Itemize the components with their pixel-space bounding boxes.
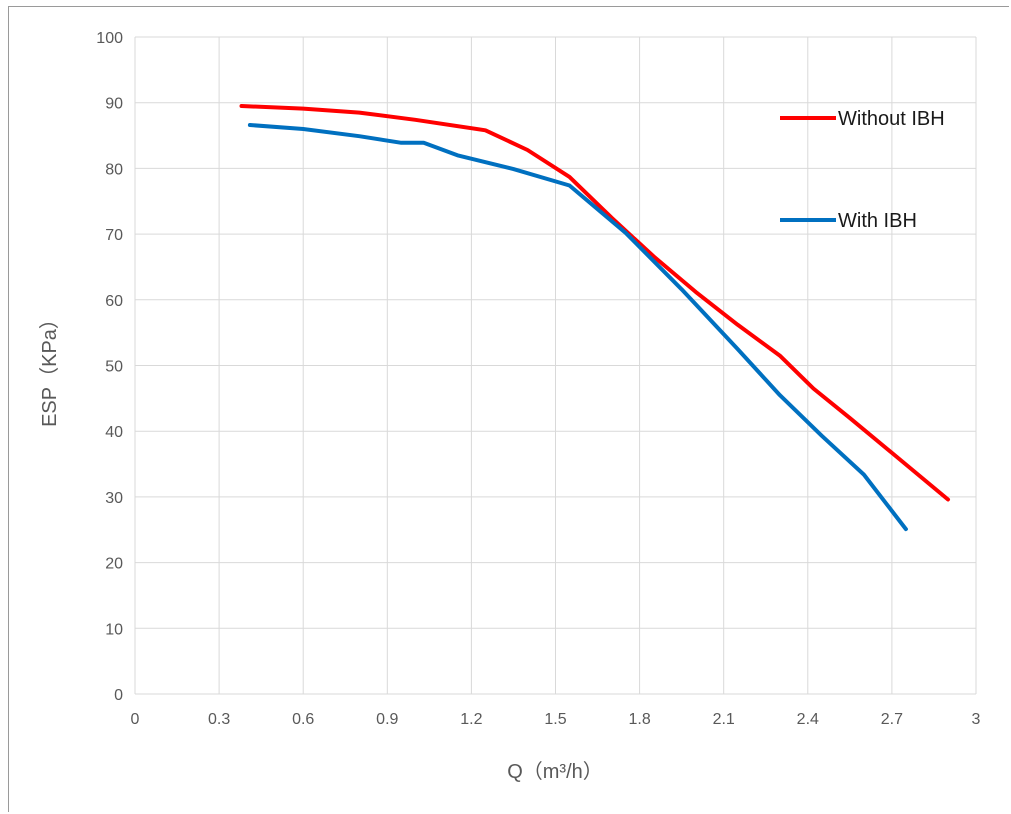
y-tick-label: 50 xyxy=(105,359,123,376)
x-tick-label: 0 xyxy=(131,711,140,728)
y-tick-label: 60 xyxy=(105,293,123,310)
y-tick-label: 90 xyxy=(105,96,123,113)
y-tick-label: 0 xyxy=(114,687,123,704)
x-tick-label: 1.2 xyxy=(460,711,482,728)
legend-label: With IBH xyxy=(838,210,917,232)
y-axis-title: ESP（KPa） xyxy=(38,309,61,427)
y-tick-label: 20 xyxy=(105,556,123,573)
y-axis-ticks: 0 10 20 30 40 50 60 70 80 90 100 xyxy=(96,30,123,704)
x-tick-label: 1.8 xyxy=(628,711,650,728)
x-tick-label: 1.5 xyxy=(544,711,566,728)
series-line-without-ibh xyxy=(239,104,950,502)
x-tick-label: 2.7 xyxy=(881,711,903,728)
y-tick-label: 30 xyxy=(105,490,123,507)
x-tick-label: 0.6 xyxy=(292,711,314,728)
x-axis-ticks: 0 0.3 0.6 0.9 1.2 1.5 1.8 2.1 2.4 2.7 3 xyxy=(131,711,981,728)
x-tick-label: 0.3 xyxy=(208,711,230,728)
x-tick-label: 2.4 xyxy=(797,711,819,728)
y-tick-label: 80 xyxy=(105,161,123,178)
grid-lines xyxy=(134,36,977,695)
series-line-with-ibh xyxy=(247,123,908,532)
x-tick-label: 3 xyxy=(972,711,981,728)
legend-label: Without IBH xyxy=(838,108,945,130)
x-axis-title: Q（m³/h） xyxy=(507,760,603,783)
x-tick-label: 2.1 xyxy=(713,711,735,728)
y-tick-label: 40 xyxy=(105,424,123,441)
legend: Without IBH With IBH xyxy=(780,108,945,232)
chart-frame xyxy=(8,6,1009,812)
y-tick-label: 70 xyxy=(105,227,123,244)
x-tick-label: 0.9 xyxy=(376,711,398,728)
series-lines xyxy=(239,104,950,532)
y-tick-label: 10 xyxy=(105,621,123,638)
y-tick-label: 100 xyxy=(96,30,123,47)
